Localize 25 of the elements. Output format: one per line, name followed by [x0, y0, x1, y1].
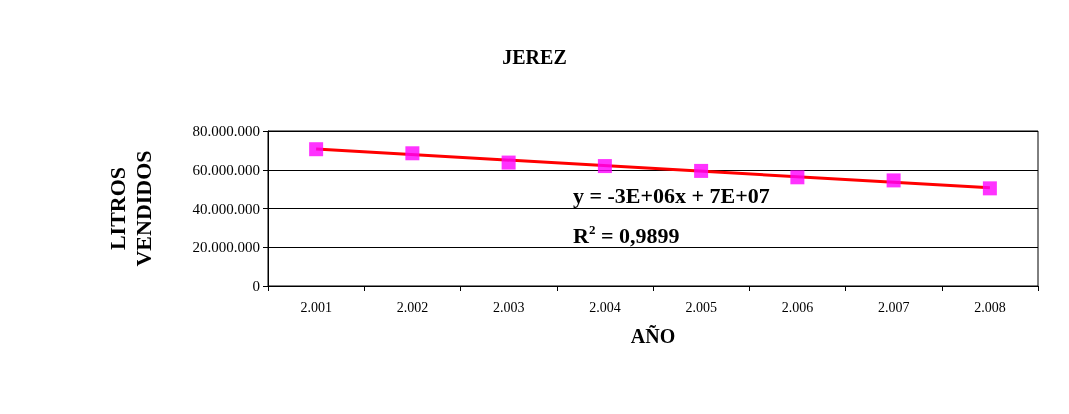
x-tick-label: 2.006 [781, 299, 814, 315]
x-tick-label: 2.004 [589, 299, 621, 315]
point [790, 170, 805, 185]
point [309, 142, 324, 157]
y-axis-title: LITROS VENDIDOS [104, 150, 156, 267]
x-tick-label: 2.007 [877, 299, 910, 315]
y-tick-label: 20.000.000 [192, 239, 260, 256]
point [886, 173, 901, 188]
point [405, 146, 420, 161]
y-tick-label: 60.000.000 [192, 161, 260, 178]
x-tick-label: 2.001 [300, 299, 332, 315]
x-tick-label: 2.002 [396, 299, 429, 315]
x-tick-label: 2.005 [685, 299, 717, 315]
point [597, 159, 612, 174]
point [694, 163, 709, 178]
annotation: y = -3E+06x + 7E+07 [573, 182, 770, 208]
x-tick-label: 2.008 [974, 299, 1006, 315]
x-axis-title: AÑO [630, 325, 676, 347]
point [501, 155, 516, 170]
chart-title: JEREZ [502, 46, 567, 68]
x-tick-label: 2.003 [492, 299, 525, 315]
y-tick-label: 0 [252, 278, 260, 294]
y-tick-label: 40.000.000 [192, 200, 260, 217]
y-tick-label: 80.000.000 [192, 123, 260, 139]
point [982, 181, 997, 196]
